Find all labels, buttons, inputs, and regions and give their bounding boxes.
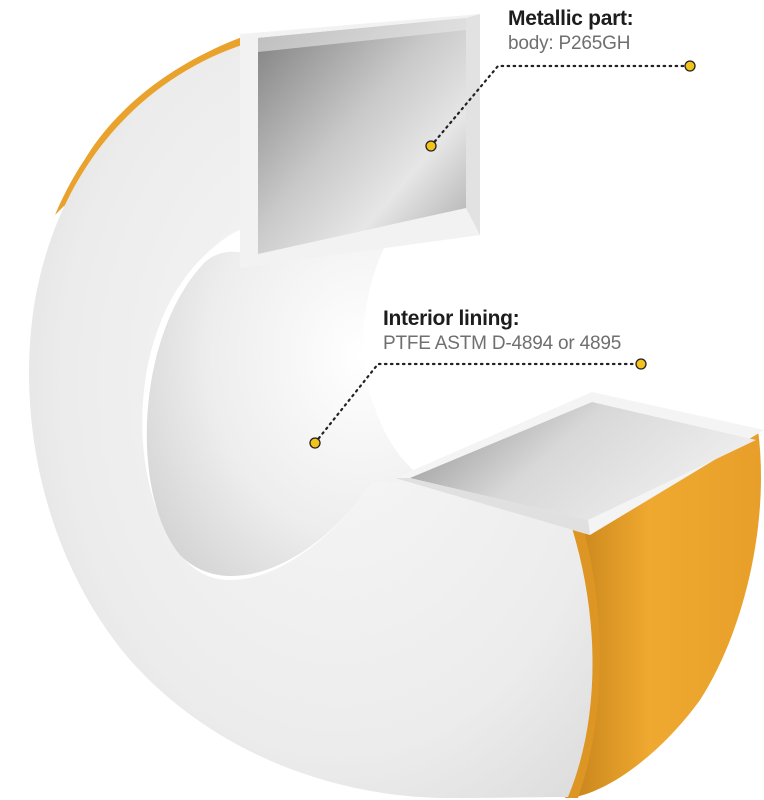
interior-lining-detail: PTFE ASTM D-4894 or 4895 [383, 333, 622, 355]
lining-leader-line [313, 362, 643, 445]
metallic-marker-anchor [425, 140, 437, 152]
lining-marker-anchor [309, 437, 321, 449]
interior-lining-callout: Interior lining: PTFE ASTM D-4894 or 489… [383, 307, 621, 355]
top-section-metal [258, 18, 466, 254]
lining-face [29, 40, 593, 798]
lining-marker-end [635, 358, 647, 370]
metallic-marker-end [684, 60, 696, 72]
bottom-section-metal [410, 402, 756, 520]
bore-surface [146, 236, 432, 577]
metallic-part-detail: body: P265GH [508, 33, 631, 55]
metallic-leader-line [429, 64, 692, 148]
metallic-part-callout: Metallic part: body: P265GH [508, 7, 634, 55]
outer-shell-right [575, 430, 761, 797]
interior-lining-title: Interior lining: [383, 307, 520, 330]
metallic-part-title: Metallic part: [508, 7, 634, 30]
